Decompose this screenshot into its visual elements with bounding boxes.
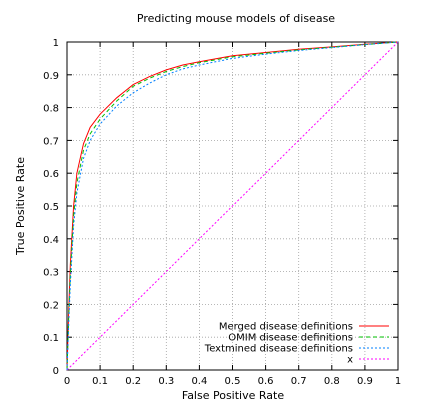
y-tick-label: 0: [53, 366, 59, 377]
x-axis-label: False Positive Rate: [182, 389, 284, 402]
chart-title: Predicting mouse models of disease: [137, 12, 335, 25]
grid: [67, 42, 398, 370]
axis-ticks: 0 0.1 0.2 0.3 0.4 0.5 0.6 0.7 0.8 0.9 1 0 0.1 0.2 0.3 0…: [43, 38, 401, 387]
y-tick-label: 0.6: [43, 169, 59, 180]
x-tick-label: 1: [395, 376, 401, 387]
x-tick-label: 0.6: [258, 376, 274, 387]
y-tick-label: 0.8: [43, 104, 59, 115]
x-tick-label: 0.1: [92, 376, 108, 387]
x-tick-label: 0.7: [291, 376, 307, 387]
y-axis-label: True Positive Rate: [14, 157, 27, 256]
x-tick-label: 0.4: [191, 376, 207, 387]
y-tick-label: 0.7: [43, 136, 59, 147]
series-lines: [66, 41, 399, 371]
x-tick-label: 0: [64, 376, 70, 387]
x-tick-label: 0.3: [158, 376, 174, 387]
legend-label: x: [347, 355, 353, 366]
y-tick-label: 0.4: [43, 235, 59, 246]
x-tick-label: 0.2: [125, 376, 141, 387]
x-tick-label: 0.8: [324, 376, 340, 387]
y-tick-label: 0.9: [43, 71, 59, 82]
y-tick-label: 0.5: [43, 202, 59, 213]
legend-label: Textmined disease definitions: [204, 344, 353, 355]
series-line-3: [66, 41, 399, 371]
y-tick-label: 0.3: [43, 268, 59, 279]
y-tick-label: 0.2: [43, 300, 59, 311]
legend-label: Merged disease definitions: [219, 322, 353, 333]
legend-label: OMIM disease definitions: [228, 333, 353, 344]
x-tick-label: 0.9: [357, 376, 373, 387]
series-line-4: [66, 41, 399, 371]
y-tick-label: 0.1: [43, 333, 59, 344]
y-tick-label: 1: [53, 38, 59, 49]
x-tick-label: 0.5: [225, 376, 241, 387]
series-line-1: [66, 41, 399, 371]
